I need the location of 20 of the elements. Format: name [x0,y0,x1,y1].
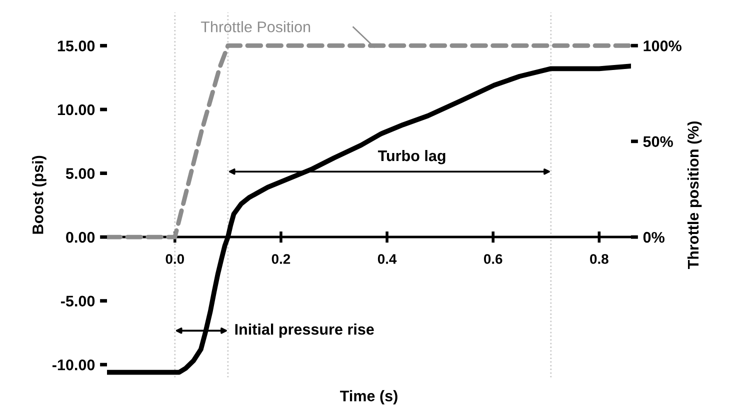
y2-tick-label: 0% [643,232,664,243]
y-tick-label: 15.00 [58,40,95,52]
y-axis-title: Boost (psi) [32,156,46,234]
x-tick-label: 0.0 [166,254,184,264]
y-tick-label: 0.00 [66,232,95,243]
x-axis-title: Time (s) [340,390,398,404]
annotation: Turbo lag [378,150,446,164]
x-tick-label: 0.8 [590,254,608,264]
y2-tick-label: 100% [644,40,682,52]
y2-axis-title: Throttle position (%) [687,121,702,270]
y2-tick-label: 50% [643,136,673,148]
y-tick-label: 10.00 [58,104,95,116]
y-tick-label: -10.00 [52,359,95,370]
y-tick-label: 5.00 [66,168,95,179]
y-tick-label: -5.00 [60,296,95,307]
annotation: Throttle Position [200,21,310,32]
annotation: Initial pressure rise [235,324,374,338]
x-tick-label: 0.6 [484,254,502,264]
x-tick-label: 0.4 [378,254,397,264]
x-tick-label: 0.2 [272,254,290,264]
